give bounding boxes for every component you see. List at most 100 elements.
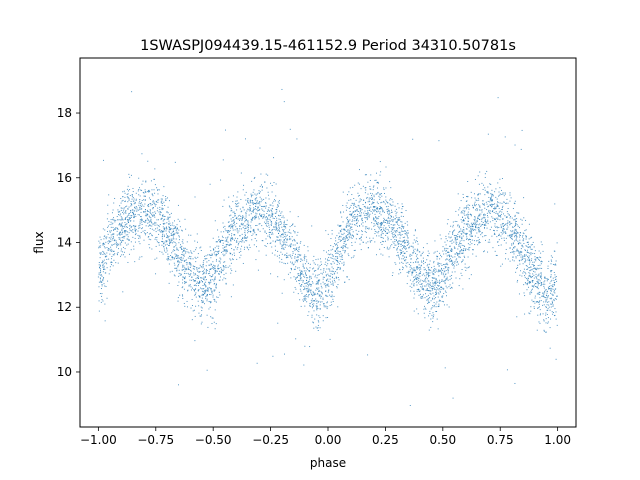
data-point (174, 161, 176, 163)
data-point (350, 199, 352, 201)
data-point (521, 259, 523, 261)
data-point (271, 232, 273, 234)
data-point (348, 225, 350, 227)
data-point (138, 194, 140, 196)
data-point (356, 225, 358, 227)
data-point (99, 265, 101, 267)
data-point (174, 264, 176, 266)
data-point (325, 284, 327, 286)
data-point (176, 231, 178, 233)
data-point (147, 160, 149, 162)
data-point (475, 229, 477, 231)
data-point (206, 269, 208, 271)
data-point (517, 250, 519, 252)
data-point (148, 206, 150, 208)
data-point (304, 299, 306, 301)
data-point (198, 296, 200, 298)
data-point (463, 213, 465, 215)
data-point (254, 237, 256, 239)
data-point (411, 283, 413, 285)
data-point (409, 279, 411, 281)
data-point (174, 267, 176, 269)
data-point (353, 211, 355, 213)
data-point (318, 321, 320, 323)
data-point (487, 216, 489, 218)
data-point (497, 217, 499, 219)
data-point (321, 293, 323, 295)
data-point (338, 279, 340, 281)
data-point (400, 235, 402, 237)
data-point (477, 218, 479, 220)
data-point (426, 289, 428, 291)
data-point (139, 206, 141, 208)
data-point (387, 238, 389, 240)
data-point (497, 215, 499, 217)
data-point (512, 259, 514, 261)
data-point (515, 232, 517, 234)
data-point (377, 223, 379, 225)
data-point (467, 248, 469, 250)
data-point (184, 270, 186, 272)
data-point (108, 258, 110, 260)
data-point (138, 235, 140, 237)
data-point (232, 284, 234, 286)
data-point (217, 265, 219, 267)
data-point (115, 262, 117, 264)
data-point (279, 241, 281, 243)
data-point (446, 276, 448, 278)
data-point (103, 259, 105, 261)
data-point (513, 246, 515, 248)
data-point (119, 232, 121, 234)
data-point (364, 230, 366, 232)
data-point (127, 261, 129, 263)
data-point (552, 288, 554, 290)
data-point (373, 196, 375, 198)
data-point (365, 242, 367, 244)
data-point (264, 205, 266, 207)
data-point (487, 133, 489, 135)
data-point (190, 256, 192, 258)
data-point (433, 269, 435, 271)
data-point (449, 261, 451, 263)
data-point (406, 241, 408, 243)
data-point (444, 273, 446, 275)
data-point (141, 219, 143, 221)
data-point (347, 247, 349, 249)
data-point (167, 253, 169, 255)
data-point (393, 242, 395, 244)
data-point (502, 228, 504, 230)
data-point (325, 261, 327, 263)
data-point (232, 227, 234, 229)
data-point (461, 221, 463, 223)
data-point (450, 240, 452, 242)
data-point (287, 273, 289, 275)
data-point (371, 228, 373, 230)
data-point (340, 253, 342, 255)
data-point (432, 283, 434, 285)
data-point (204, 268, 206, 270)
data-point (119, 223, 121, 225)
data-point (535, 273, 537, 275)
data-point (431, 271, 433, 273)
data-point (143, 221, 145, 223)
data-point (553, 300, 555, 302)
data-point (247, 232, 249, 234)
data-point (390, 198, 392, 200)
data-point (544, 277, 546, 279)
data-point (384, 240, 386, 242)
data-point (117, 228, 119, 230)
data-point (304, 288, 306, 290)
data-point (421, 288, 423, 290)
data-point (322, 281, 324, 283)
data-point (456, 258, 458, 260)
data-point (496, 198, 498, 200)
data-point (412, 138, 414, 140)
data-point (433, 260, 435, 262)
data-point (351, 220, 353, 222)
data-point (270, 224, 272, 226)
data-point (381, 243, 383, 245)
data-point (470, 231, 472, 233)
data-point (305, 274, 307, 276)
data-point (489, 229, 491, 231)
data-point (203, 259, 205, 261)
